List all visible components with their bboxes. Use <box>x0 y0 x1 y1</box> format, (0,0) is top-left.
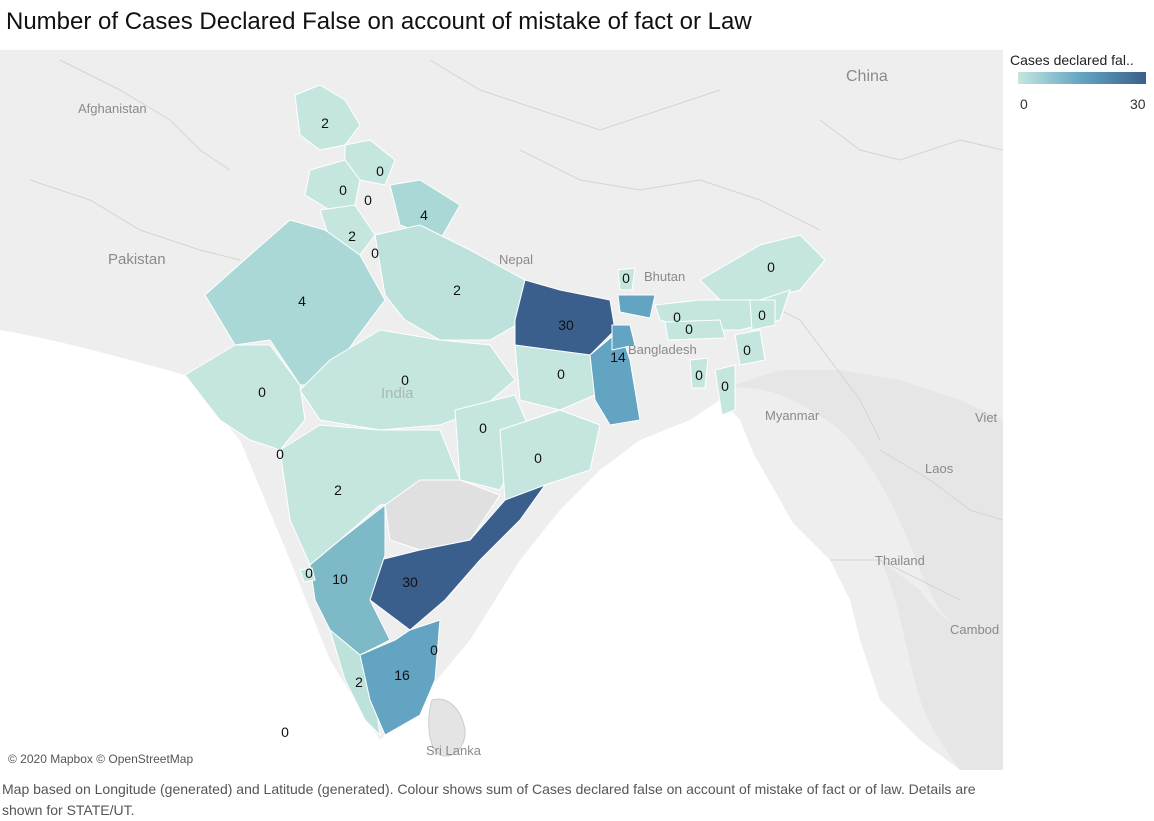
state-andhra-pradesh[interactable] <box>369 483 547 631</box>
value-label: 2 <box>348 228 356 244</box>
label-bangladesh: Bangladesh <box>628 342 697 357</box>
label-sri-lanka: Sri Lanka <box>426 743 482 758</box>
label-afghanistan: Afghanistan <box>78 101 147 116</box>
state-rajasthan[interactable] <box>204 219 386 386</box>
state-telangana[interactable] <box>384 479 501 551</box>
value-label: 2 <box>334 482 342 498</box>
value-label: 0 <box>622 270 630 286</box>
state-karnataka[interactable] <box>309 503 391 656</box>
state-jharkhand[interactable] <box>514 344 596 411</box>
label-nepal: Nepal <box>499 252 533 267</box>
state-meghalaya[interactable] <box>664 319 726 341</box>
value-label: 0 <box>305 565 313 581</box>
value-label: 14 <box>610 349 626 365</box>
value-label: 0 <box>557 366 565 382</box>
state-nagaland[interactable] <box>749 299 776 331</box>
value-label: 0 <box>743 342 751 358</box>
legend-gradient-bar <box>1018 72 1146 84</box>
state-tamil-nadu[interactable] <box>359 619 441 736</box>
page-title: Number of Cases Declared False on accoun… <box>6 8 752 35</box>
legend-min-label: 0 <box>1020 96 1028 112</box>
state-madhya-pradesh[interactable] <box>299 329 516 431</box>
value-label: 0 <box>721 378 729 394</box>
value-label: 0 <box>258 384 266 400</box>
value-label: 16 <box>394 667 410 683</box>
state-uttar-pradesh[interactable] <box>374 224 526 341</box>
legend-max-label: 30 <box>1130 96 1146 112</box>
label-viet: Viet <box>975 410 998 425</box>
map-footnote: Map based on Longitude (generated) and L… <box>2 781 976 818</box>
label-china: China <box>846 68 888 85</box>
label-bhutan: Bhutan <box>644 269 685 284</box>
value-label: 0 <box>685 321 693 337</box>
value-label: 0 <box>339 182 347 198</box>
value-label: 2 <box>321 115 329 131</box>
state-uttarakhand[interactable] <box>389 179 461 241</box>
label-thailand: Thailand <box>875 553 925 568</box>
value-label: 2 <box>355 674 363 690</box>
value-label: 0 <box>276 446 284 462</box>
label-laos: Laos <box>925 461 954 476</box>
state-tripura[interactable] <box>689 357 709 389</box>
value-label: 0 <box>534 450 542 466</box>
label-myanmar: Myanmar <box>765 408 820 423</box>
value-label: 4 <box>298 293 306 309</box>
value-label: 0 <box>758 307 766 323</box>
state-bengal-strip[interactable] <box>611 324 636 351</box>
label-cambod: Cambod <box>950 622 999 637</box>
value-label: 0 <box>695 367 703 383</box>
value-label: 0 <box>371 245 379 261</box>
map-attribution[interactable]: © 2020 Mapbox © OpenStreetMap <box>8 752 193 766</box>
color-legend[interactable]: Cases declared fal.. 0 30 <box>1010 52 1150 112</box>
value-label: 4 <box>420 207 428 223</box>
value-label: 0 <box>767 259 775 275</box>
value-label: 10 <box>332 571 348 587</box>
value-label: 0 <box>430 642 438 658</box>
value-label: 0 <box>479 420 487 436</box>
value-label: 30 <box>558 317 574 333</box>
state-sikkim[interactable] <box>617 267 636 291</box>
sri-lanka-shape <box>428 698 466 757</box>
state-jammu-kashmir[interactable] <box>294 84 361 151</box>
value-label: 2 <box>453 282 461 298</box>
value-label: 0 <box>401 372 409 388</box>
state-gujarat[interactable] <box>184 344 306 451</box>
value-label: 0 <box>376 163 384 179</box>
value-label: 0 <box>281 724 289 740</box>
state-goa[interactable] <box>299 567 316 583</box>
legend-title: Cases declared fal.. <box>1010 52 1134 68</box>
state-bengal-north[interactable] <box>617 294 656 319</box>
value-label: 0 <box>673 309 681 325</box>
label-india: India <box>381 385 414 402</box>
value-label: 30 <box>402 574 418 590</box>
label-pakistan: Pakistan <box>108 251 166 268</box>
state-mizoram[interactable] <box>714 364 736 416</box>
state-manipur[interactable] <box>734 329 766 366</box>
india-choropleth-map[interactable]: Afghanistan Pakistan China Nepal Bhutan … <box>0 50 1003 770</box>
value-label: 0 <box>364 192 372 208</box>
